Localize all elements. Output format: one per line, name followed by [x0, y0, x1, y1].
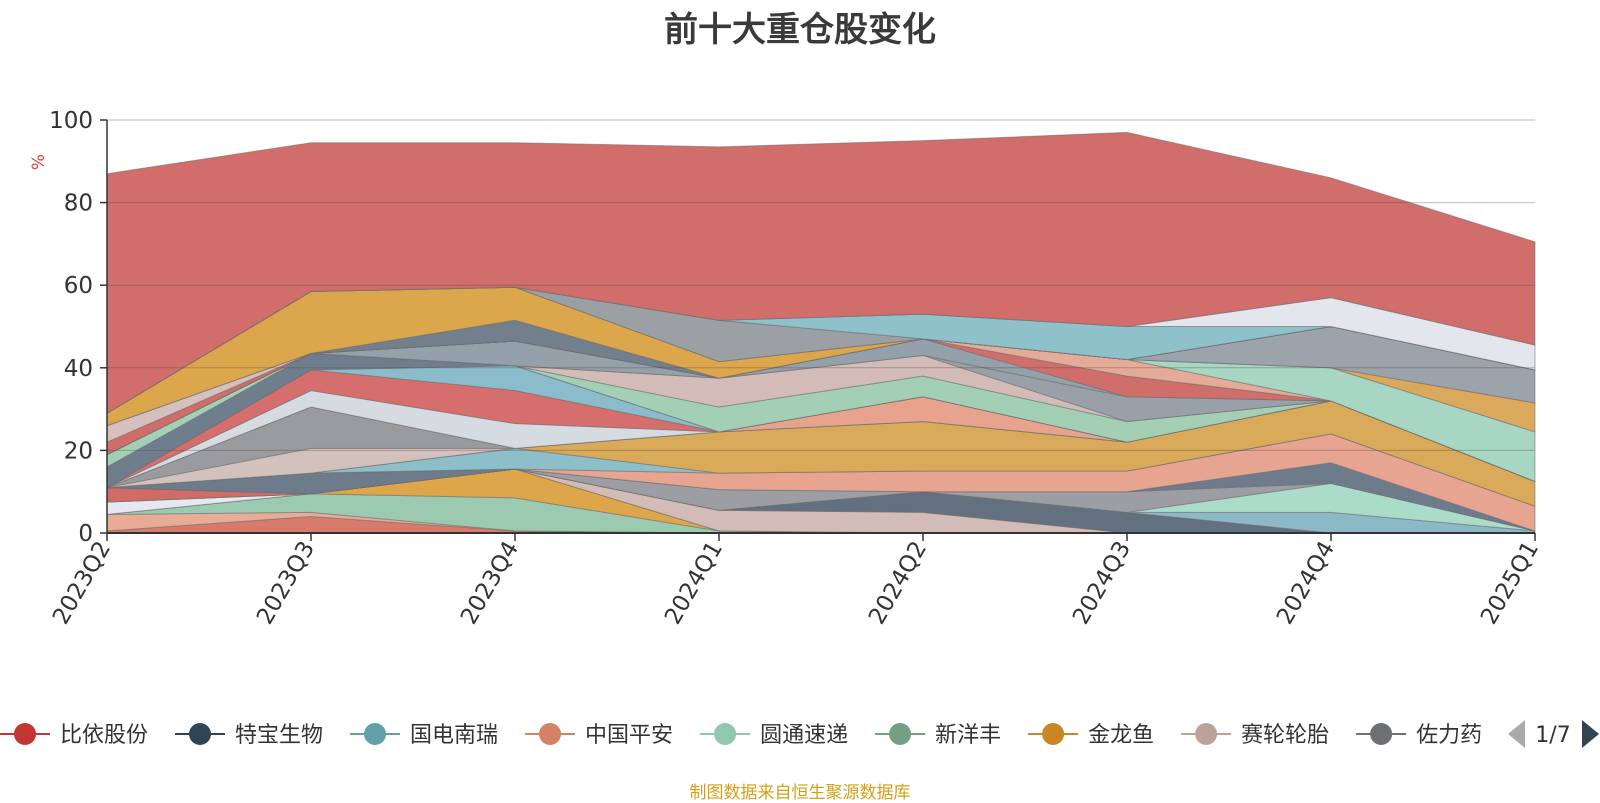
- legend-label: 圆通速递: [760, 723, 848, 748]
- y-tick-label: 40: [64, 356, 93, 382]
- legend-marker: [714, 723, 737, 745]
- y-tick-label: 100: [49, 108, 93, 134]
- legend-label: 佐力药业: [1416, 723, 1504, 748]
- x-tick-label: 2023Q2: [48, 537, 116, 629]
- legend-label: 国电南瑞: [410, 723, 498, 748]
- legend-label: 金龙鱼: [1088, 723, 1154, 748]
- legend-item[interactable]: 比依股份: [0, 723, 148, 748]
- chart-title: 前十大重仓股变化: [664, 10, 936, 50]
- legend-label: 赛轮轮胎: [1241, 723, 1329, 748]
- x-tick-label: 2024Q4: [1272, 537, 1340, 629]
- legend-item[interactable]: 佐力药业: [1356, 723, 1504, 748]
- y-tick-label: 20: [64, 438, 93, 464]
- legend-item[interactable]: 中国平安: [525, 723, 673, 748]
- legend-marker: [1370, 723, 1393, 745]
- legend-item[interactable]: 圆通速递: [700, 723, 848, 748]
- legend-label: 特宝生物: [235, 723, 323, 748]
- area-s40: [106, 131, 1536, 415]
- area-series-group: [106, 131, 1536, 534]
- legend-item[interactable]: 金龙鱼: [1028, 723, 1154, 748]
- x-tick-label: 2024Q2: [864, 537, 932, 629]
- x-tick-label: 2024Q1: [660, 537, 728, 629]
- legend-label: 比依股份: [60, 723, 148, 748]
- legend-item[interactable]: 赛轮轮胎: [1181, 723, 1329, 748]
- x-tick-label: 2023Q4: [456, 537, 524, 629]
- legend-marker: [1195, 723, 1218, 745]
- x-tick-label: 2025Q1: [1476, 537, 1544, 629]
- legend-page-indicator: 1/7: [1535, 723, 1570, 748]
- x-tick-label: 2024Q3: [1068, 537, 1136, 629]
- legend-marker: [364, 723, 387, 745]
- x-tick-label: 2023Q3: [252, 537, 320, 629]
- legend-items: 比依股份 特宝生物 国电南瑞 中国平安 圆通速递 新洋丰 金龙鱼 赛轮轮胎 佐力药业: [0, 723, 1504, 748]
- legend-label: 新洋丰: [935, 723, 1001, 748]
- legend-marker: [1042, 723, 1065, 745]
- legend-next-icon[interactable]: [1582, 720, 1599, 748]
- y-axis-label: %: [29, 154, 49, 170]
- legend-marker: [14, 723, 36, 745]
- grid-lines: [107, 119, 1535, 451]
- legend-marker: [889, 723, 912, 745]
- source-note: 制图数据来自恒生聚源数据库: [689, 783, 911, 803]
- legend-item[interactable]: 国电南瑞: [350, 723, 498, 748]
- legend-marker: [539, 723, 562, 745]
- y-tick-label: 0: [78, 521, 93, 547]
- legend-prev-icon[interactable]: [1508, 720, 1525, 748]
- legend-label: 中国平安: [585, 723, 673, 748]
- y-tick-label: 80: [64, 191, 93, 217]
- y-tick-label: 60: [64, 273, 93, 299]
- legend-item[interactable]: 新洋丰: [875, 723, 1001, 748]
- legend-item[interactable]: 特宝生物: [175, 723, 323, 748]
- legend-marker: [189, 723, 212, 745]
- legend: 比依股份 特宝生物 国电南瑞 中国平安 圆通速递 新洋丰 金龙鱼 赛轮轮胎 佐力药业 1/7: [0, 720, 1599, 748]
